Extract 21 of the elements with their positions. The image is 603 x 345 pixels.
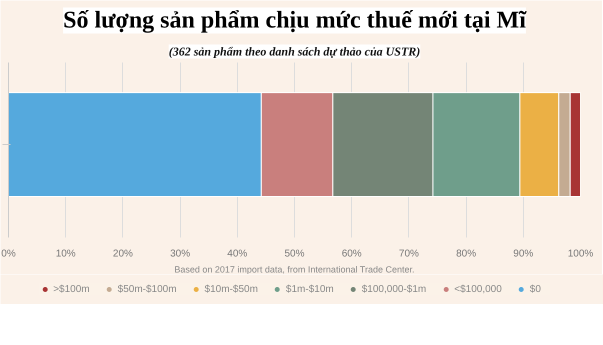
legend-label: $0 — [530, 283, 542, 295]
x-tick-label: 100% — [568, 248, 594, 260]
text: Based on 2017 import data, from International Trade Center. — [174, 264, 415, 274]
x-tick-label: 60% — [342, 248, 362, 260]
x-tick-label: 30% — [170, 248, 190, 260]
legend-label: $100,000-$1m — [362, 283, 426, 295]
x-tick-label: 80% — [456, 248, 476, 260]
legend-label: $10m-$50m — [204, 283, 258, 295]
x-tick-label: 10% — [56, 248, 76, 260]
legend-label: $50m-$100m — [118, 283, 177, 295]
x-tick-label: 0% — [1, 248, 16, 260]
legend-label: <$100,000 — [454, 283, 502, 295]
x-tick-label: 50% — [284, 248, 305, 260]
chart-subtitle: (362 sản phẩm theo danh sách dự thảo của USTR) — [168, 44, 420, 58]
legend-label: $1m-$10m — [286, 283, 334, 295]
x-tick-label: 40% — [227, 248, 248, 260]
legend-label: >$100m — [53, 283, 90, 295]
chart-title: Số lượng sản phẩm chịu mức thuế mới tại Mĩ — [63, 8, 528, 34]
x-tick-label: 20% — [112, 248, 134, 260]
x-tick-label: 70% — [398, 248, 420, 260]
x-tick-label: 90% — [513, 248, 534, 260]
